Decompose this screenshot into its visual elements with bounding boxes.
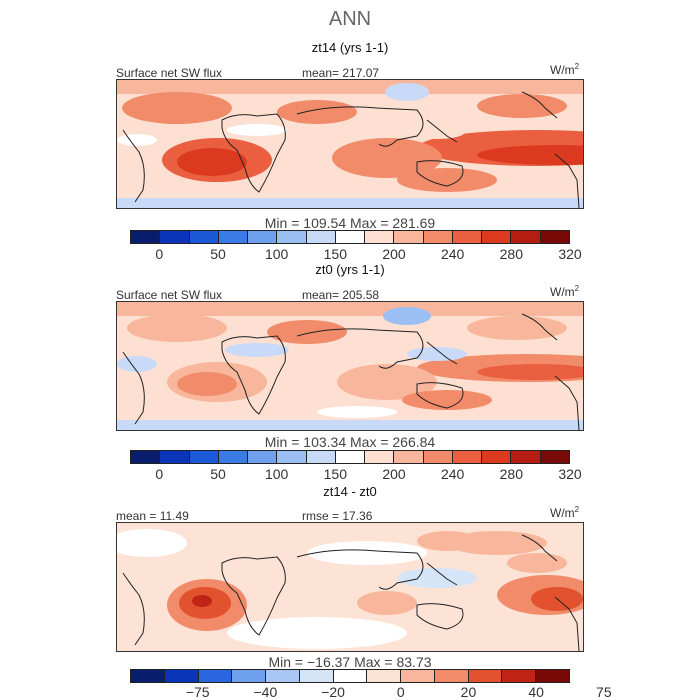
colorbar-segment	[394, 231, 424, 243]
coastlines	[122, 313, 580, 430]
colorbar-segment	[365, 451, 395, 463]
colorbar-segment	[423, 231, 453, 243]
colorbar-tick-label: 75	[596, 684, 612, 700]
colorbar-tick-label: 240	[440, 246, 465, 262]
colorbar-segment	[131, 451, 161, 463]
colorbar-tick-label: 0	[155, 246, 164, 262]
colorbar-tick-label: −75	[185, 684, 210, 700]
colorbar-segment	[198, 670, 233, 682]
colorbar-segment	[452, 451, 483, 463]
colorbar-segment	[248, 451, 278, 463]
colorbar-segment	[434, 670, 469, 682]
panel-3-rmse-label: rmse = 17.36	[302, 509, 373, 523]
colorbar-tick-label: 0	[155, 466, 164, 482]
colorbar-segment	[218, 451, 249, 463]
colorbar-tick-label: 100	[264, 246, 289, 262]
colorbar-segment	[306, 231, 336, 243]
colorbar-tick-label: 150	[323, 466, 348, 482]
colorbar-segment	[511, 231, 541, 243]
colorbar-segment	[365, 231, 395, 243]
colorbar-segment	[232, 670, 267, 682]
colorbar-tick-label: 280	[499, 246, 524, 262]
colorbar-segment	[189, 231, 219, 243]
colorbar-segment	[540, 231, 569, 243]
colorbar-segment	[218, 231, 249, 243]
panel-3-title: zt14 - zt0	[323, 484, 377, 499]
colorbar-segment	[502, 670, 537, 682]
colorbar-tick-label: 320	[558, 466, 582, 482]
colorbar-segment	[277, 231, 307, 243]
colorbar-segment	[511, 451, 541, 463]
colorbar-segment	[189, 451, 219, 463]
panel-3-mean-label: mean = 11.49	[116, 509, 189, 523]
colorbar-tick-label: 150	[323, 246, 348, 262]
colorbar-segment	[333, 670, 368, 682]
colorbar-segment	[482, 231, 512, 243]
colorbar-tick-label: 200	[382, 246, 406, 262]
colorbar-segment	[536, 670, 569, 682]
colorbar-segment	[306, 451, 336, 463]
coastlines	[122, 91, 580, 208]
colorbar-segment	[160, 231, 190, 243]
colorbar-segment	[468, 670, 503, 682]
colorbar-segment	[131, 670, 165, 682]
colorbar-segment	[131, 231, 161, 243]
colorbar-segment	[401, 670, 435, 682]
colorbar-segment	[266, 670, 300, 682]
coastlines	[122, 534, 580, 651]
colorbar-segment	[452, 231, 483, 243]
panel-1-minmax: Min = 109.54 Max = 281.69	[264, 215, 436, 231]
colorbar-segment	[394, 451, 424, 463]
colorbar-tick-label: 50	[210, 466, 226, 482]
colorbar-segment	[367, 670, 402, 682]
colorbar-tick-label: −20	[321, 684, 345, 700]
panel-3-minmax: Min = −16.37 Max = 83.73	[268, 654, 432, 670]
colorbar-tick-label: 280	[499, 466, 524, 482]
colorbar-tick-label: 240	[440, 466, 465, 482]
panel-1-colorbar	[130, 230, 570, 244]
colorbar-segment	[164, 670, 199, 682]
colorbar-tick-label: 100	[264, 466, 289, 482]
panel-2-minmax: Min = 103.34 Max = 266.84	[264, 434, 436, 450]
panel-3-map	[116, 522, 584, 652]
main-title: ANN	[328, 8, 372, 30]
panel-2-units: W/m2	[550, 284, 580, 299]
colorbar-tick-label: 320	[558, 246, 582, 262]
colorbar-tick-label: 200	[382, 466, 406, 482]
colorbar-segment	[335, 231, 366, 243]
panel-1-mean-label: mean= 217.07	[302, 66, 380, 80]
colorbar-segment	[482, 451, 512, 463]
colorbar-segment	[248, 231, 278, 243]
colorbar-tick-label: 20	[460, 684, 477, 700]
panel-2-mean-label: mean= 205.58	[302, 288, 380, 302]
panel-3-units: W/m2	[550, 505, 580, 520]
panel-1-title: zt14 (yrs 1-1)	[311, 40, 389, 55]
panel-2-title: zt0 (yrs 1-1)	[315, 262, 385, 277]
colorbar-tick-label: 0	[396, 684, 405, 700]
colorbar-tick-label: 50	[210, 246, 226, 262]
panel-3-colorbar	[130, 669, 570, 683]
colorbar-segment	[335, 451, 366, 463]
colorbar-segment	[540, 451, 569, 463]
colorbar-tick-label: 40	[528, 684, 544, 700]
colorbar-tick-label: −40	[253, 684, 278, 700]
panel-1-map	[116, 79, 584, 209]
panel-1-variable-label: Surface net SW flux	[116, 66, 223, 80]
panel-1-units: W/m2	[550, 62, 580, 77]
panel-2-variable-label: Surface net SW flux	[116, 288, 223, 302]
colorbar-segment	[277, 451, 307, 463]
panel-2-map	[116, 301, 584, 431]
colorbar-segment	[423, 451, 453, 463]
colorbar-segment	[299, 670, 334, 682]
colorbar-segment	[160, 451, 190, 463]
panel-2-colorbar	[130, 450, 570, 464]
